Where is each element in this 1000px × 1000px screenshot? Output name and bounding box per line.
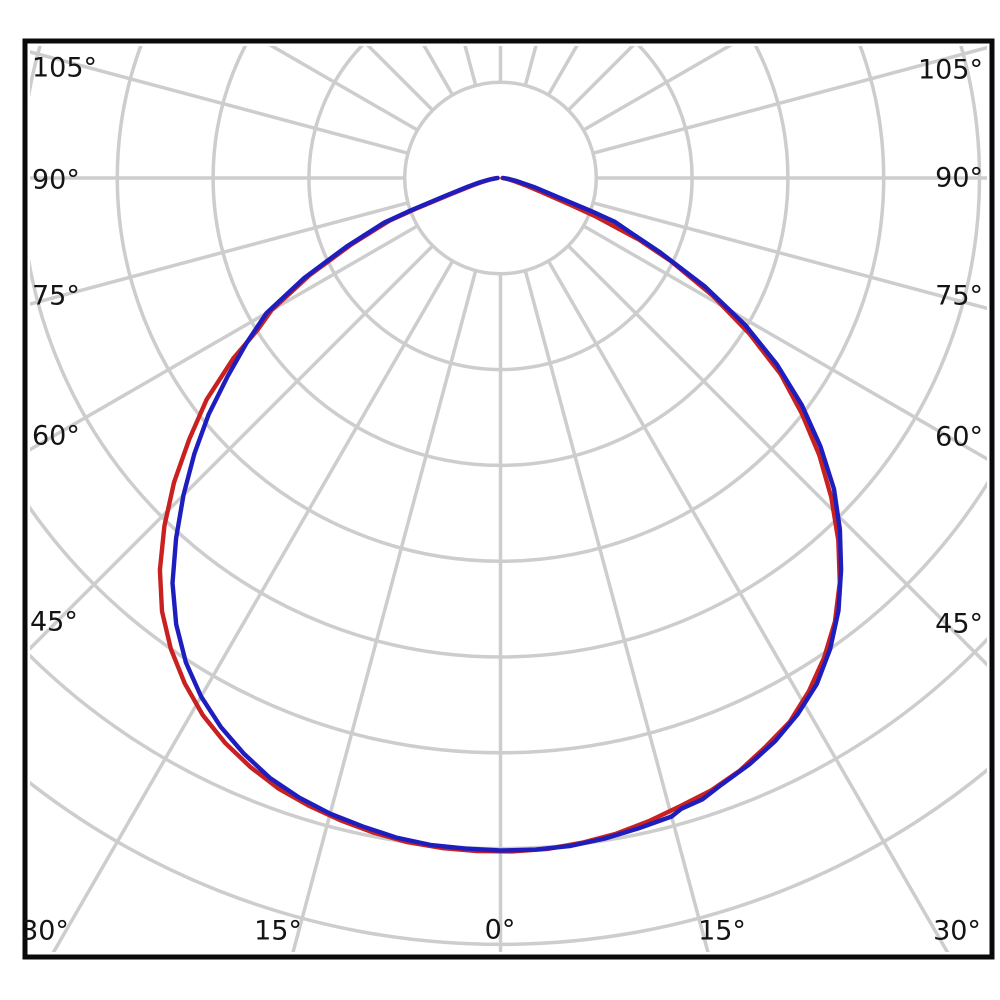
- angle-label-right-0: 105°: [917, 54, 983, 86]
- grid-spoke: [30, 244, 434, 651]
- angle-label-right-3: 60°: [935, 421, 983, 453]
- angle-label-left-4: 45°: [30, 606, 78, 638]
- angle-label-bottom-4: 30°: [933, 915, 981, 947]
- angle-label-right-4: 45°: [935, 608, 983, 640]
- angle-label-bottom-0: 30°: [21, 915, 69, 947]
- grid-spoke: [30, 50, 409, 155]
- intensity-curves: [157, 175, 844, 854]
- grid-spoke: [268, 46, 419, 132]
- angle-label-bottom-1: 15°: [254, 915, 302, 947]
- angle-label-bottom-3: 15°: [698, 915, 746, 947]
- grid-spoke: [582, 46, 733, 132]
- grid-spoke: [30, 201, 409, 306]
- angle-label-right-2: 75°: [935, 280, 983, 312]
- grid-spoke: [592, 46, 987, 155]
- angle-label-left-0: 105°: [32, 52, 98, 84]
- angle-label-left-2: 75°: [32, 280, 80, 312]
- grid-spoke: [567, 244, 987, 667]
- chart-frame-border: [22, 38, 995, 960]
- angle-label-left-1: 90°: [32, 164, 80, 196]
- blue-curve: [170, 175, 844, 853]
- angle-label-left-3: 60°: [32, 420, 80, 452]
- grid-spoke: [523, 270, 710, 952]
- angle-label-right-1: 90°: [935, 162, 983, 194]
- grid-spoke: [291, 270, 478, 952]
- grid-spoke: [592, 201, 987, 311]
- grid-spoke: [546, 260, 950, 952]
- angle-label-bottom-2: 0°: [484, 914, 516, 946]
